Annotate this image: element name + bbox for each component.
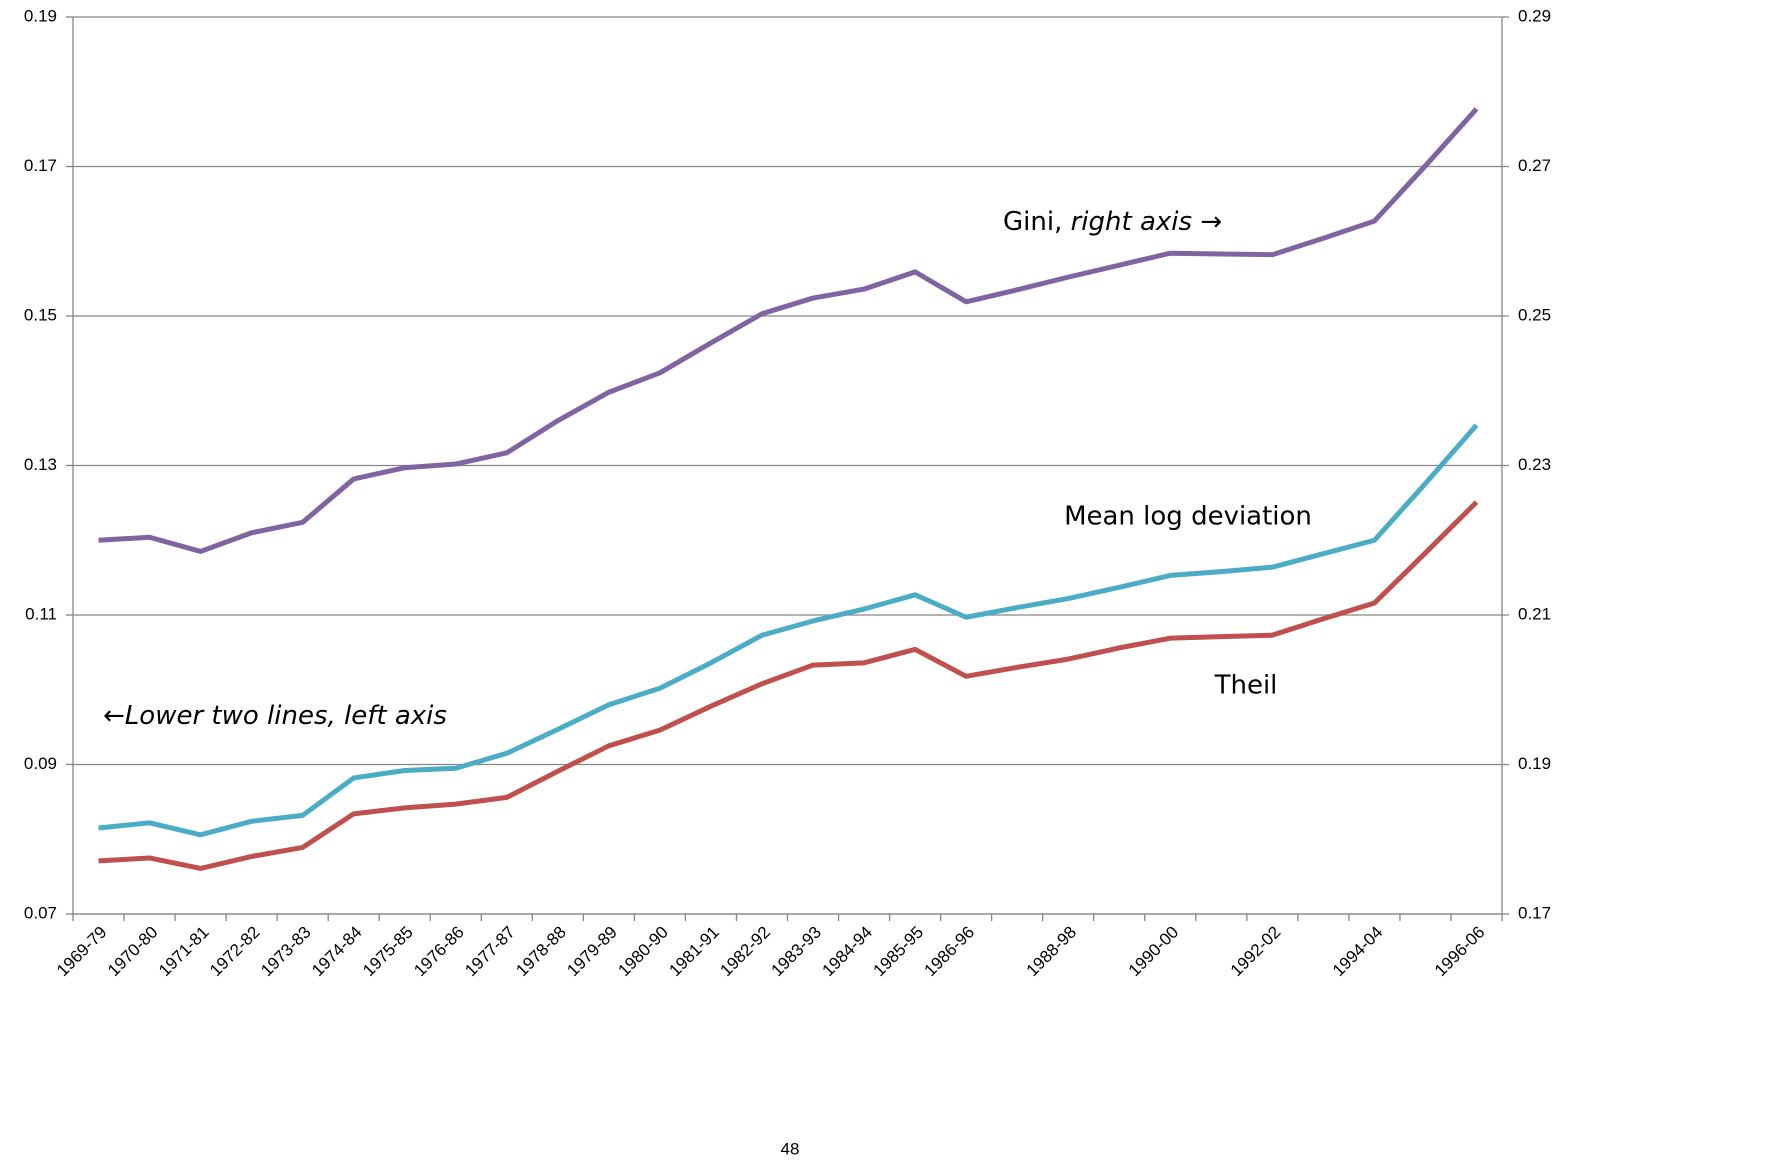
x-tick-label: 1985-95 (870, 923, 928, 981)
x-tick-label: 1973-83 (257, 923, 315, 981)
y-tick-label: 0.19 (24, 6, 57, 25)
x-tick-label: 1974-84 (308, 923, 366, 981)
x-tick-label: 1970-80 (104, 923, 162, 981)
y-tick-label: 0.13 (24, 455, 57, 474)
x-tick-label: 1984-94 (819, 923, 877, 981)
note-arrow: → (1200, 207, 1222, 237)
note-arrow: ← (103, 701, 125, 731)
y2-tick-label: 0.19 (1518, 754, 1551, 773)
x-tick-label: 1976-86 (410, 923, 468, 981)
series-line (98, 107, 1479, 554)
y-tick-label: 0.15 (24, 305, 57, 324)
y-tick-label: 0.17 (24, 156, 57, 175)
x-tick-label: 1971-81 (155, 923, 213, 981)
y-tick-label: 0.09 (24, 754, 57, 773)
y2-tick-label: 0.29 (1518, 6, 1551, 25)
x-tick-label: 1982-92 (716, 923, 774, 981)
x-tick-label: 1972-82 (206, 923, 264, 981)
y-tick-label: 0.07 (24, 903, 57, 922)
x-tick-label: 1983-93 (767, 923, 825, 981)
note-text: Gini, (1003, 207, 1062, 237)
x-tick-label: 1986-96 (921, 923, 979, 981)
x-tick-label: 1977-87 (461, 923, 519, 981)
x-tick-label: 1975-85 (359, 923, 417, 981)
x-tick-label: 1978-88 (512, 923, 570, 981)
series-line (98, 500, 1479, 871)
x-tick-label: 1979-89 (563, 923, 621, 981)
x-tick-label: 1981-91 (665, 923, 723, 981)
y-tick-label: 0.11 (25, 604, 57, 623)
y2-tick-label: 0.17 (1518, 903, 1551, 922)
x-tick-label: 1980-90 (614, 923, 672, 981)
left-note: ←Lower two lines, left axis (103, 701, 447, 731)
y2-tick-label: 0.27 (1518, 156, 1551, 175)
y2-tick-label: 0.21 (1518, 604, 1551, 623)
x-tick-label: 1988-98 (1023, 923, 1081, 981)
note-italic: Lower two lines, left axis (125, 701, 447, 731)
x-tick-label: 1994-04 (1329, 923, 1387, 981)
y2-tick-label: 0.25 (1518, 305, 1551, 324)
gini-note: Gini, right axis → (1003, 207, 1222, 237)
note-italic: right axis (1071, 207, 1192, 237)
x-tick-label: 1996-06 (1431, 923, 1489, 981)
series-label: Mean log deviation (1064, 502, 1312, 532)
x-tick-label: 1992-02 (1227, 923, 1285, 981)
x-tick-label: 1990-00 (1125, 923, 1183, 981)
page-number: 48 (781, 1139, 800, 1158)
series-label: Theil (1214, 671, 1278, 701)
y2-tick-label: 0.23 (1518, 455, 1551, 474)
series-line (98, 423, 1479, 838)
x-tick-label: 1969-79 (53, 923, 111, 981)
